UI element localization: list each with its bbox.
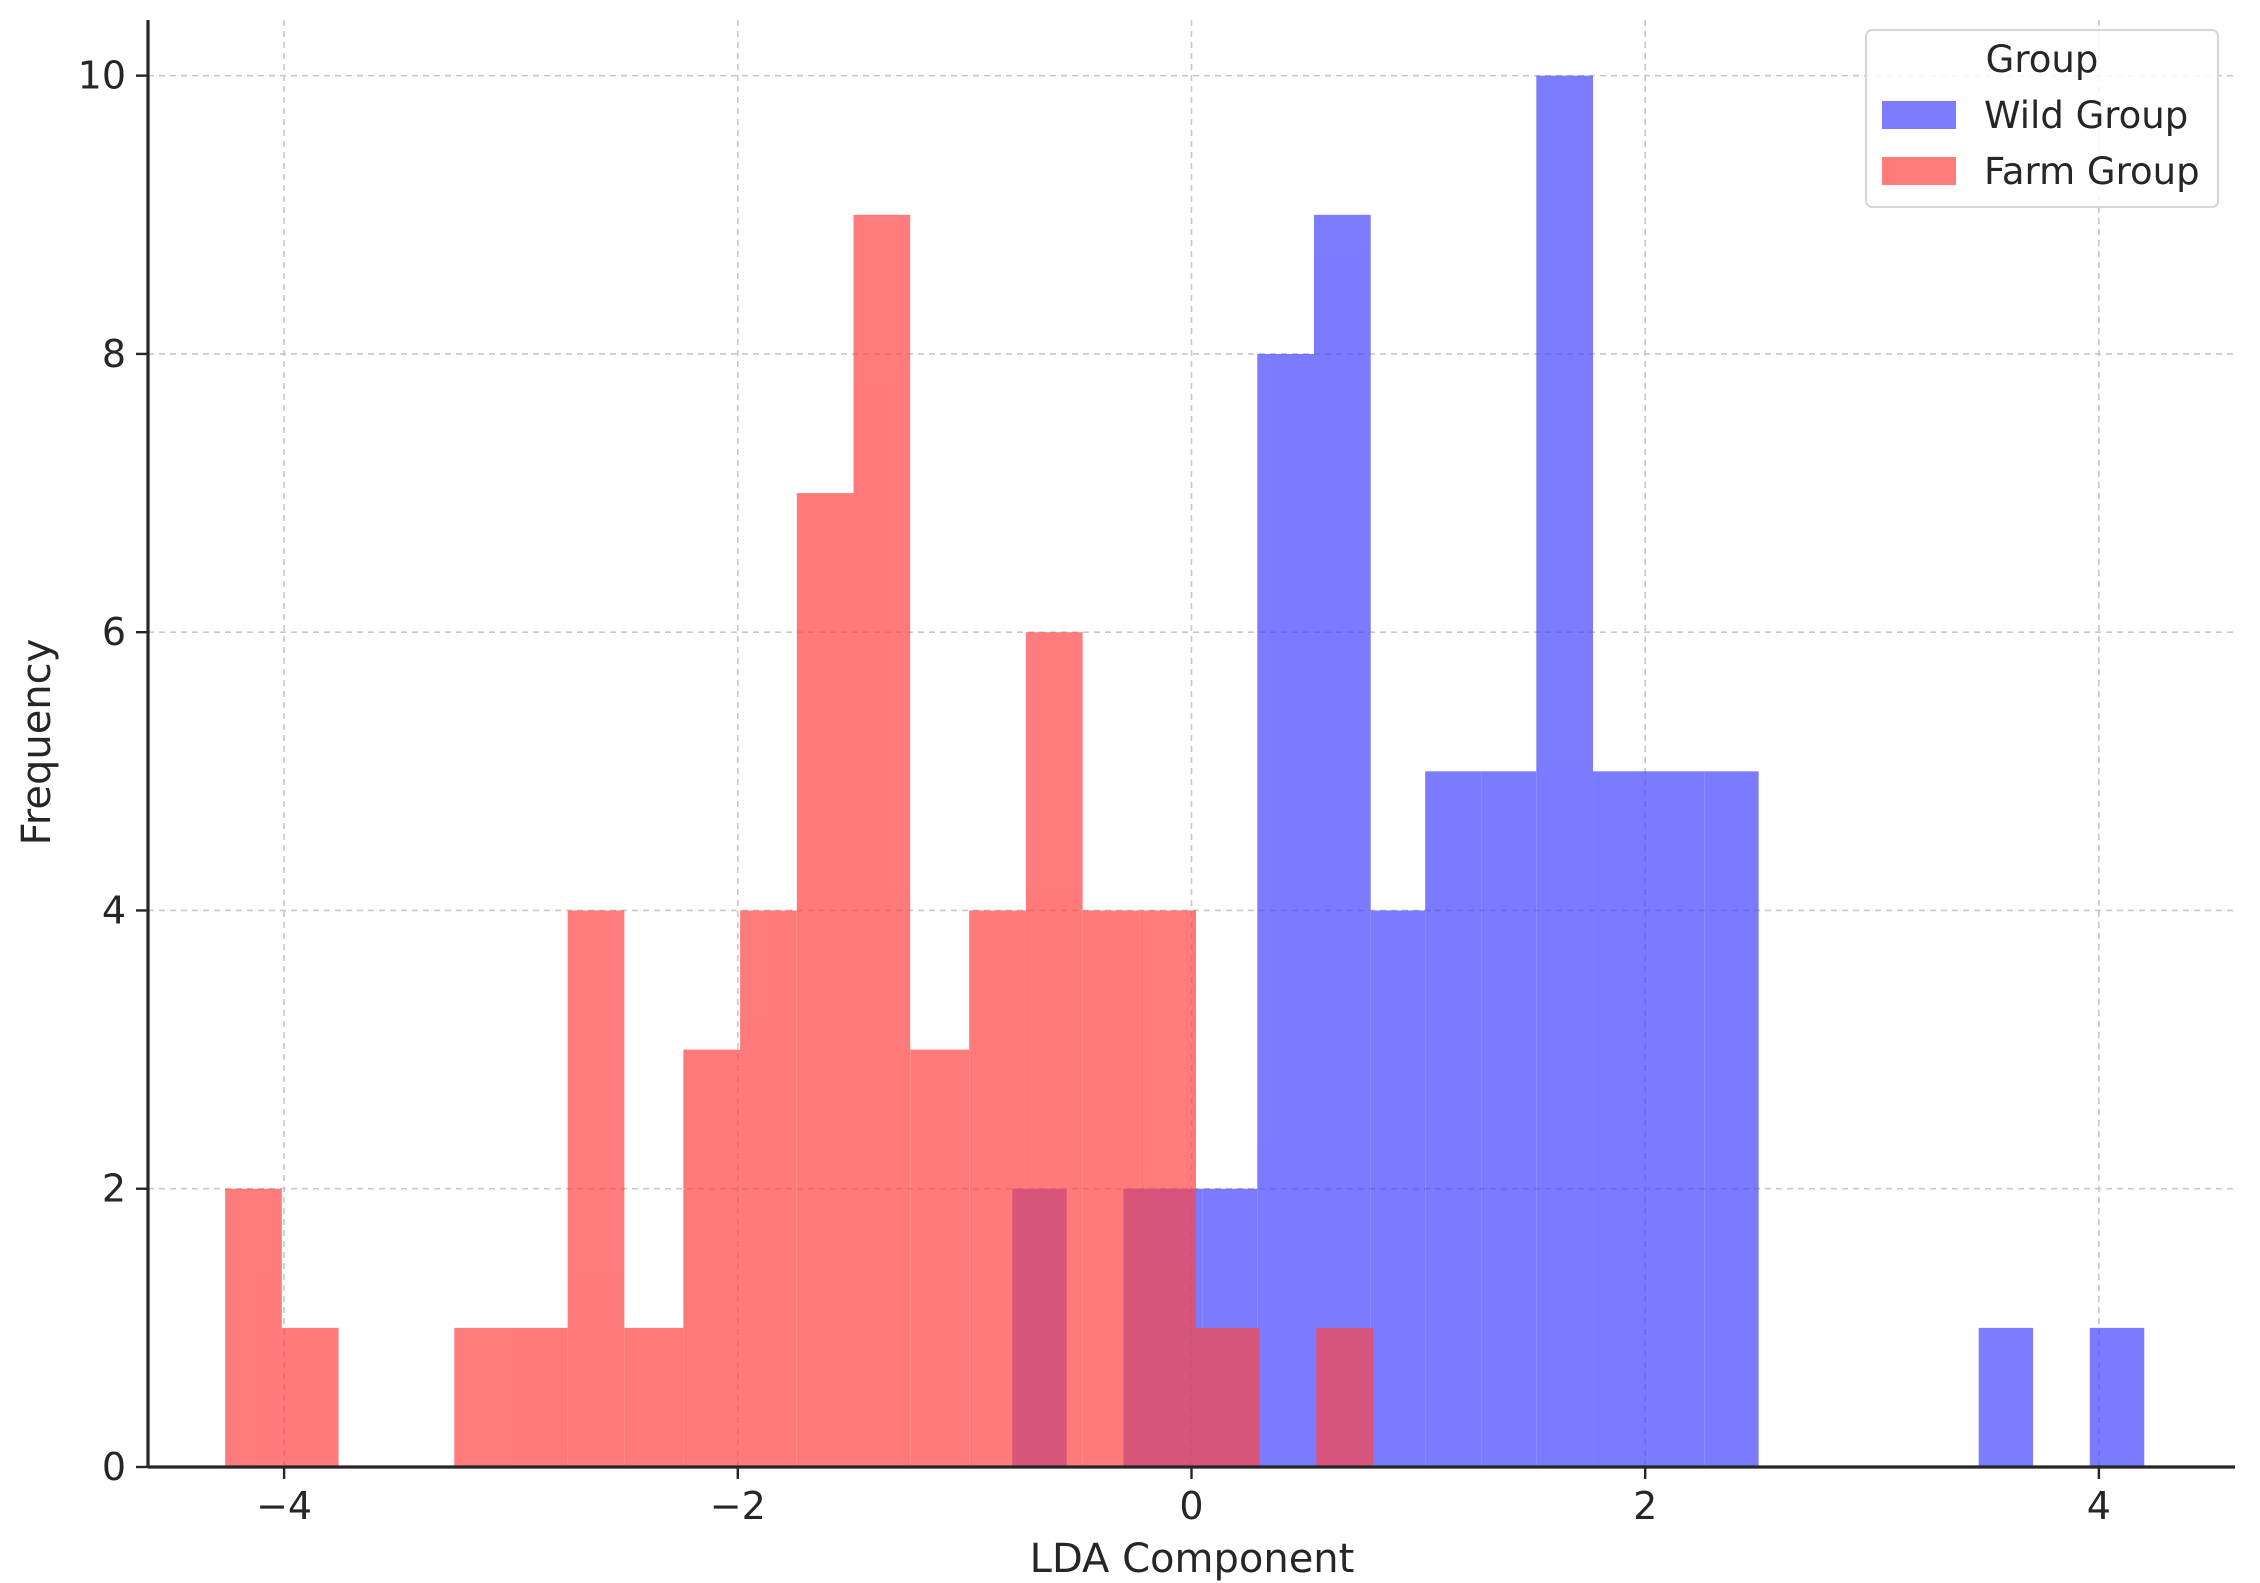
x-tick-label-2: 0 <box>1179 1484 1203 1528</box>
bar-farm-group-4 <box>567 910 625 1467</box>
bar-farm-group-13 <box>1082 910 1140 1467</box>
series-farm-group-bars <box>225 214 1373 1468</box>
bar-farm-group-11 <box>969 910 1026 1467</box>
x-tick-label-4: 4 <box>2087 1484 2111 1528</box>
bar-wild-group-7 <box>1481 771 1537 1467</box>
bar-farm-group-5 <box>624 1327 684 1467</box>
y-axis-title: Frequency <box>14 639 60 846</box>
bar-wild-group-12 <box>1978 1327 2034 1467</box>
bar-wild-group-10 <box>1647 771 1705 1467</box>
bar-farm-group-3 <box>510 1327 568 1467</box>
y-axis-ticks: 0 2 4 6 8 10 <box>78 54 148 1489</box>
bar-farm-group-10 <box>910 1049 970 1467</box>
legend-swatch-wild-group <box>1882 101 1956 129</box>
bar-wild-group-3 <box>1257 353 1314 1467</box>
bar-wild-group-8 <box>1536 75 1594 1468</box>
legend-label-wild-group: Wild Group <box>1984 94 2188 137</box>
bar-wild-group-5 <box>1370 910 1426 1467</box>
bar-farm-group-15 <box>1196 1327 1260 1467</box>
legend: Group Wild Group Farm Group <box>1865 29 2219 208</box>
x-tick-label-3: 2 <box>1633 1484 1657 1528</box>
bar-wild-group-4 <box>1313 214 1371 1468</box>
x-axis-title: LDA Component <box>1030 1536 1355 1582</box>
legend-label-farm-group: Farm Group <box>1984 150 2200 193</box>
bar-farm-group-6 <box>683 1049 741 1467</box>
bar-farm-group-9 <box>853 214 911 1468</box>
bar-farm-group-0 <box>225 1188 282 1467</box>
bar-farm-group-8 <box>796 493 854 1467</box>
bar-farm-group-7 <box>740 910 797 1467</box>
y-tick-label-3: 6 <box>102 610 126 654</box>
bar-wild-group-9 <box>1593 771 1648 1467</box>
bar-farm-group-2 <box>454 1327 511 1467</box>
bar-farm-group-12 <box>1025 632 1083 1467</box>
x-tick-label-1: −2 <box>710 1484 766 1528</box>
y-tick-label-4: 8 <box>102 332 126 376</box>
x-tick-label-0: −4 <box>256 1484 312 1528</box>
y-tick-label-0: 0 <box>102 1445 126 1489</box>
bar-farm-group-14 <box>1139 910 1197 1467</box>
x-axis-ticks: −4 −2 0 2 4 <box>256 1467 2111 1528</box>
bar-wild-group-13 <box>2089 1327 2145 1467</box>
bar-farm-group-1 <box>281 1327 339 1467</box>
legend-title: Group <box>1986 38 2099 81</box>
y-tick-label-2: 4 <box>102 888 126 932</box>
bar-wild-group-11 <box>1704 771 1759 1467</box>
y-tick-label-1: 2 <box>102 1167 126 1211</box>
legend-swatch-farm-group <box>1882 157 1956 185</box>
bar-wild-group-6 <box>1425 771 1482 1467</box>
y-tick-label-5: 10 <box>78 54 126 98</box>
bar-farm-group-16 <box>1316 1327 1373 1467</box>
